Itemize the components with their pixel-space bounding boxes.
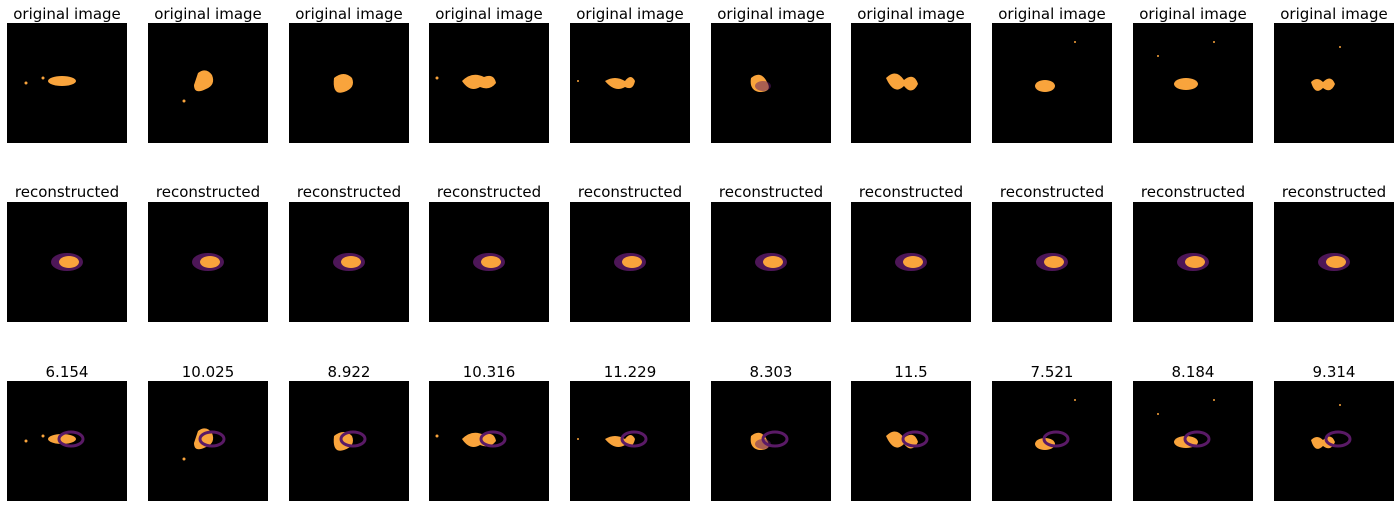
original-title: original image xyxy=(154,5,262,23)
score-title: 9.314 xyxy=(1312,363,1356,381)
original-image-panel xyxy=(148,23,268,143)
score-title: 11.229 xyxy=(603,363,657,381)
original-title: original image xyxy=(857,5,965,23)
reconstructed-image-panel xyxy=(711,202,831,322)
diff-image-panel xyxy=(429,381,549,501)
reconstructed-image-panel xyxy=(429,202,549,322)
diff-image-panel xyxy=(851,381,971,501)
reconstructed-title: reconstructed xyxy=(718,183,824,201)
diff-image-panel xyxy=(992,381,1112,501)
original-image-panel xyxy=(429,23,549,143)
diff-image-panel xyxy=(1133,381,1253,501)
reconstructed-image-panel xyxy=(1274,202,1394,322)
reconstructed-title: reconstructed xyxy=(14,183,120,201)
original-title: original image xyxy=(435,5,543,23)
reconstructed-image-panel xyxy=(992,202,1112,322)
score-title: 6.154 xyxy=(45,363,89,381)
reconstructed-title: reconstructed xyxy=(999,183,1105,201)
original-image-panel xyxy=(851,23,971,143)
reconstructed-image-panel xyxy=(289,202,409,322)
reconstructed-title: reconstructed xyxy=(436,183,542,201)
original-image-panel xyxy=(570,23,690,143)
original-title: original image xyxy=(295,5,403,23)
score-title: 7.521 xyxy=(1030,363,1074,381)
score-title: 8.184 xyxy=(1171,363,1215,381)
reconstructed-image-panel xyxy=(148,202,268,322)
score-title: 8.922 xyxy=(327,363,371,381)
original-image-panel xyxy=(711,23,831,143)
reconstructed-title: reconstructed xyxy=(296,183,402,201)
original-image-panel xyxy=(1274,23,1394,143)
original-image-panel xyxy=(1133,23,1253,143)
original-title: original image xyxy=(1280,5,1388,23)
score-title: 10.316 xyxy=(462,363,516,381)
diff-image-panel xyxy=(1274,381,1394,501)
original-title: original image xyxy=(13,5,121,23)
original-title: original image xyxy=(717,5,825,23)
original-title: original image xyxy=(1139,5,1247,23)
diff-image-panel xyxy=(711,381,831,501)
reconstructed-title: reconstructed xyxy=(577,183,683,201)
score-title: 8.303 xyxy=(749,363,793,381)
diff-image-panel xyxy=(570,381,690,501)
reconstructed-title: reconstructed xyxy=(155,183,261,201)
original-image-panel xyxy=(289,23,409,143)
diff-image-panel xyxy=(148,381,268,501)
original-title: original image xyxy=(576,5,684,23)
reconstructed-title: reconstructed xyxy=(1140,183,1246,201)
original-image-panel xyxy=(7,23,127,143)
original-title: original image xyxy=(998,5,1106,23)
reconstructed-image-panel xyxy=(1133,202,1253,322)
score-title: 10.025 xyxy=(181,363,235,381)
reconstructed-title: reconstructed xyxy=(858,183,964,201)
reconstructed-image-panel xyxy=(570,202,690,322)
original-image-panel xyxy=(992,23,1112,143)
reconstructed-title: reconstructed xyxy=(1281,183,1387,201)
reconstructed-image-panel xyxy=(851,202,971,322)
reconstructed-image-panel xyxy=(7,202,127,322)
diff-image-panel xyxy=(289,381,409,501)
score-title: 11.5 xyxy=(894,363,928,381)
diff-image-panel xyxy=(7,381,127,501)
